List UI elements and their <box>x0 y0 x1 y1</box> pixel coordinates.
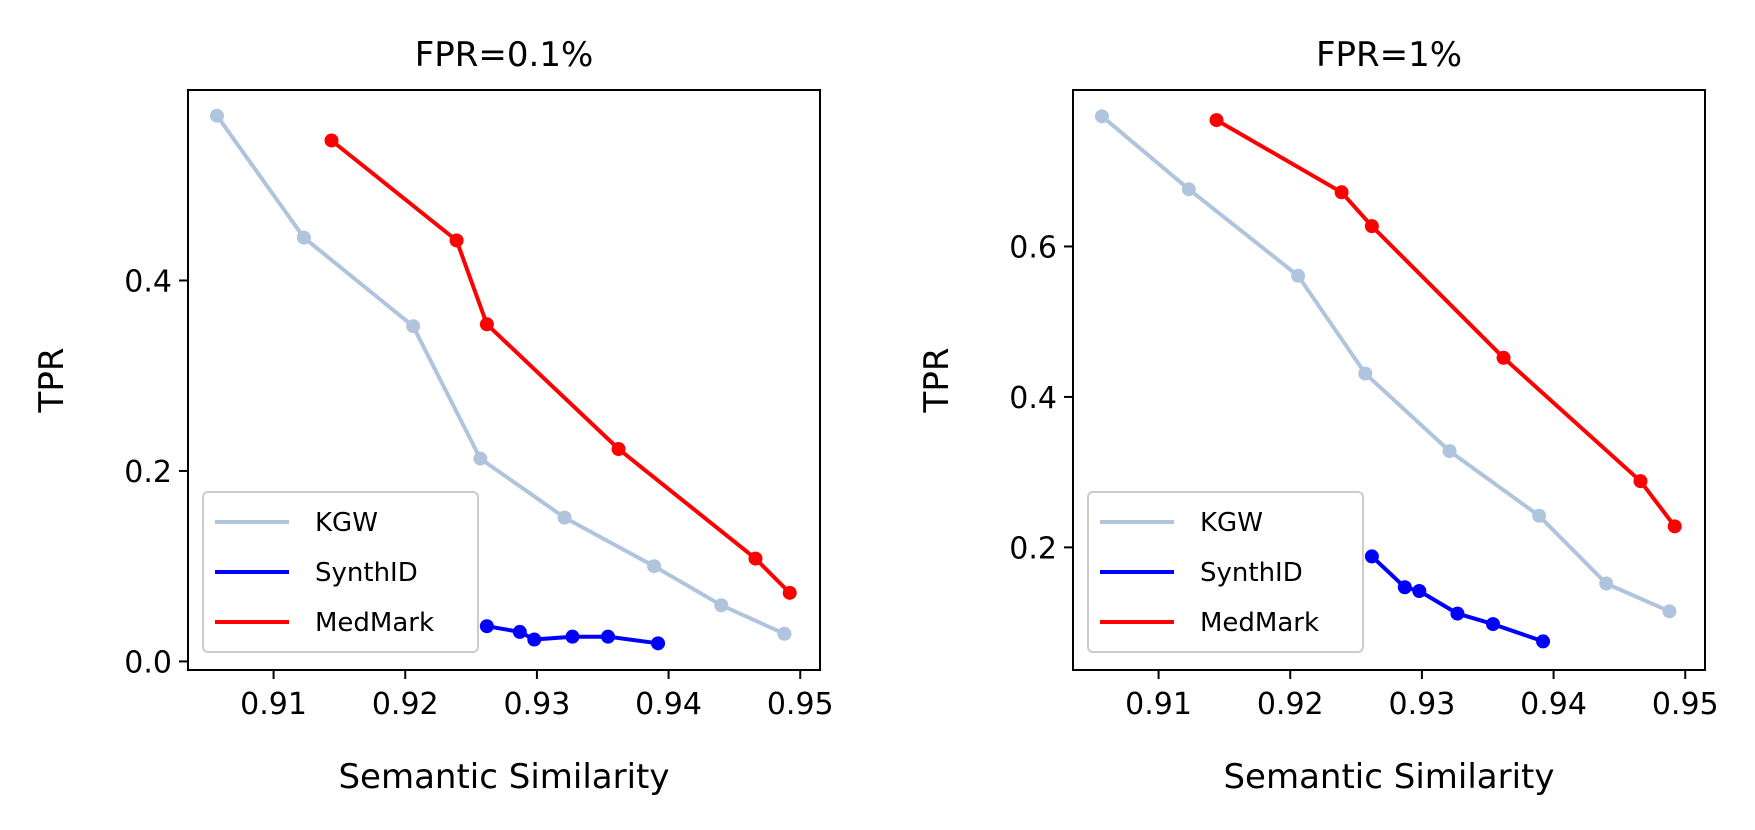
x-axis-label: Semantic Similarity <box>1223 757 1554 797</box>
x-axis-label: Semantic Similarity <box>338 757 669 797</box>
data-point-synthid <box>1364 549 1379 564</box>
data-point-synthid <box>1412 584 1427 599</box>
x-tick-label: 0.93 <box>504 687 571 722</box>
y-axis-label: TPR <box>917 348 957 414</box>
data-point-medmark <box>479 317 494 332</box>
x-tick-label: 0.94 <box>1520 687 1587 722</box>
y-tick-label: 0.0 <box>124 645 172 680</box>
data-point-kgw <box>557 510 572 525</box>
data-point-synthid <box>601 629 616 644</box>
data-point-kgw <box>777 626 792 641</box>
data-point-medmark <box>1364 219 1379 234</box>
data-point-medmark <box>748 551 763 566</box>
data-point-medmark <box>611 442 626 457</box>
legend-box <box>1087 491 1364 653</box>
x-tick-label: 0.91 <box>240 687 307 722</box>
legend-box <box>202 491 479 653</box>
legend: KGW SynthID MedMark <box>202 491 479 653</box>
data-point-medmark <box>1209 113 1224 128</box>
y-tick-label: 0.2 <box>124 455 172 490</box>
y-axis-label: TPR <box>32 348 72 414</box>
series-line-synthid <box>1370 554 1544 644</box>
chart-title: FPR=1% <box>1316 35 1462 75</box>
series-line-medmark <box>330 138 792 595</box>
data-point-medmark <box>1334 185 1349 200</box>
data-point-kgw <box>296 230 311 245</box>
y-tick-label: 0.4 <box>124 264 172 299</box>
plot-frame <box>187 89 821 671</box>
data-point-kgw <box>473 451 488 466</box>
data-point-kgw <box>714 598 729 613</box>
data-point-medmark <box>782 585 797 600</box>
data-point-kgw <box>1094 109 1109 124</box>
data-point-synthid <box>1450 606 1465 621</box>
x-tick-label: 0.92 <box>1257 687 1324 722</box>
series-line-kgw <box>215 114 786 636</box>
y-tick-label: 0.2 <box>1009 531 1057 566</box>
data-point-synthid <box>565 629 580 644</box>
data-point-kgw <box>1442 444 1457 459</box>
series-line-kgw <box>1100 114 1671 614</box>
data-point-kgw <box>1532 508 1547 523</box>
data-point-medmark <box>449 233 464 248</box>
data-point-synthid <box>651 636 666 651</box>
data-point-kgw <box>1181 182 1196 197</box>
data-point-kgw <box>1599 576 1614 591</box>
legend-label-kgw: KGW <box>1200 508 1263 538</box>
chart-panel-1: FPR=0.1% 0.91 0.92 0.93 0.94 0.95 0.0 0.2 0.4 Sem… <box>32 35 834 797</box>
data-point-synthid <box>512 624 527 639</box>
legend-label-medmark: MedMark <box>315 608 434 638</box>
x-tick-label: 0.94 <box>635 687 702 722</box>
legend-label-synthid: SynthID <box>1200 558 1303 588</box>
data-point-kgw <box>406 319 421 334</box>
x-tick-label: 0.93 <box>1389 687 1456 722</box>
data-point-kgw <box>1291 268 1306 283</box>
data-point-kgw <box>647 559 662 574</box>
plot-frame <box>1072 89 1706 671</box>
chart-title: FPR=0.1% <box>415 35 594 75</box>
data-point-medmark <box>1667 519 1682 534</box>
legend-label-synthid: SynthID <box>315 558 418 588</box>
series-line-medmark <box>1215 118 1677 528</box>
data-point-synthid <box>1536 634 1551 649</box>
x-tick-label: 0.91 <box>1125 687 1192 722</box>
legend-label-kgw: KGW <box>315 508 378 538</box>
data-point-medmark <box>324 133 339 148</box>
legend: KGW SynthID MedMark <box>1087 491 1364 653</box>
y-tick-label: 0.6 <box>1009 230 1057 265</box>
data-point-kgw <box>1662 604 1677 619</box>
x-tick-label: 0.95 <box>767 687 834 722</box>
data-point-kgw <box>1358 366 1373 381</box>
data-point-synthid <box>1397 580 1412 595</box>
x-tick-label: 0.95 <box>1652 687 1719 722</box>
data-point-medmark <box>1633 474 1648 489</box>
y-tick-label: 0.4 <box>1009 381 1057 416</box>
data-point-synthid <box>1486 617 1501 632</box>
x-tick-label: 0.92 <box>372 687 439 722</box>
legend-label-medmark: MedMark <box>1200 608 1319 638</box>
data-point-kgw <box>209 108 224 123</box>
chart-panel-2: FPR=1% 0.91 0.92 0.93 0.94 0.95 0.2 0.4 0.6 Seman… <box>917 35 1719 797</box>
data-point-synthid <box>527 632 542 647</box>
data-point-medmark <box>1496 350 1511 365</box>
data-point-synthid <box>479 619 494 634</box>
